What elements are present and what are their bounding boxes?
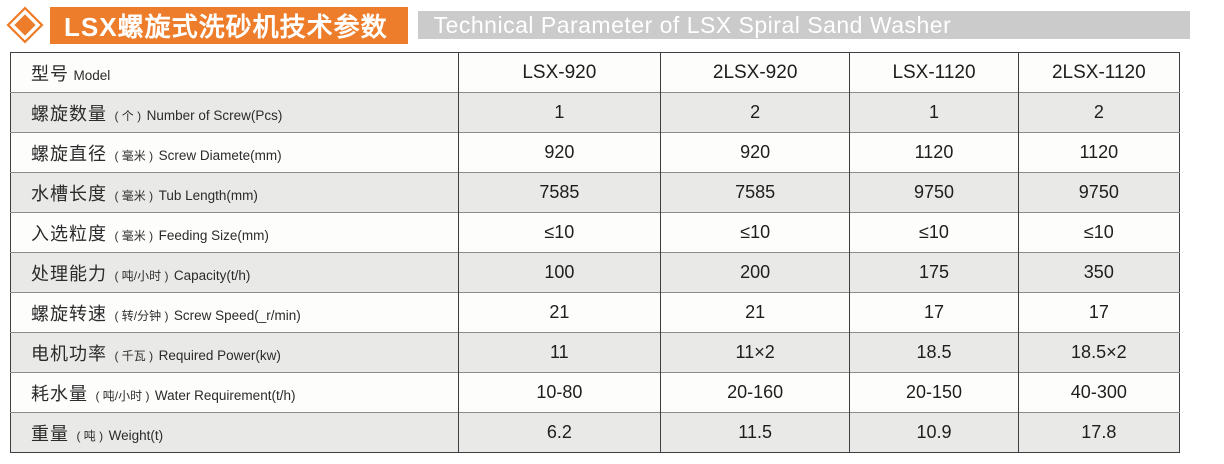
section-header: LSX螺旋式洗砂机技术参数 Technical Parameter of LSX… — [0, 0, 1224, 50]
spec-label-unit: ( 千瓦 ) — [114, 348, 154, 363]
spec-label-chinese: 水槽长度 — [31, 183, 107, 204]
spec-value: 11 — [457, 332, 661, 373]
spec-value: 10-80 — [457, 372, 661, 413]
section-title-english: Technical Parameter of LSX Spiral Sand W… — [417, 11, 1190, 39]
spec-value: 11.5 — [659, 412, 850, 453]
spec-value: 20-160 — [659, 372, 850, 413]
spec-row-label: 处理能力 ( 吨/小时 ) Capacity(t/h) — [10, 252, 459, 293]
spec-value: 7585 — [659, 172, 850, 213]
spec-label-english: Weight(t) — [108, 427, 164, 443]
spec-row-label: 入选粒度 ( 毫米 ) Feeding Size(mm) — [10, 212, 459, 253]
spec-label-unit: ( 吨/小时 ) — [114, 268, 169, 283]
spec-label-unit: ( 吨 ) — [76, 428, 104, 443]
spec-value: 17 — [1017, 292, 1180, 333]
spec-value: 10.9 — [849, 412, 1019, 453]
spec-value: 1 — [849, 92, 1019, 133]
spec-value: 40-300 — [1017, 372, 1180, 413]
spec-label-unit: ( 毫米 ) — [114, 188, 154, 203]
spec-label-unit: ( 吨/小时 ) — [95, 388, 150, 403]
model-header-row: 型号 Model LSX-920 2LSX-920 LSX-1120 2LSX-… — [11, 52, 1180, 93]
spec-label-unit: ( 毫米 ) — [114, 228, 154, 243]
column-header-model: LSX-1120 — [849, 52, 1019, 93]
spec-value: ≤10 — [457, 212, 661, 253]
spec-label-english: Number of Screw(Pcs) — [146, 107, 283, 123]
spec-value: 350 — [1017, 252, 1180, 293]
spec-value: ≤10 — [849, 212, 1019, 253]
spec-value: 2 — [1017, 92, 1180, 133]
spec-label-unit: ( 毫米 ) — [114, 148, 154, 163]
spec-value: 9750 — [849, 172, 1019, 213]
spec-row: 耗水量 ( 吨/小时 ) Water Requirement(t/h) 10-8… — [10, 372, 1180, 413]
spec-value: 920 — [457, 132, 661, 173]
spec-row-label: 电机功率 ( 千瓦 ) Required Power(kw) — [10, 332, 459, 373]
spec-label-unit: ( 个 ) — [114, 108, 142, 123]
spec-table-header: 型号 Model LSX-920 2LSX-920 LSX-1120 2LSX-… — [11, 52, 1180, 93]
spec-row-label: 耗水量 ( 吨/小时 ) Water Requirement(t/h) — [10, 372, 459, 413]
spec-row-label: 水槽长度 ( 毫米 ) Tub Length(mm) — [10, 172, 459, 213]
spec-value: 2 — [659, 92, 850, 133]
section-title-chinese: LSX螺旋式洗砂机技术参数 — [50, 6, 408, 44]
spec-row: 重量 ( 吨 ) Weight(t) 6.2 11.5 10.9 17.8 — [10, 412, 1180, 453]
spec-row: 处理能力 ( 吨/小时 ) Capacity(t/h) 100 200 175 … — [10, 252, 1180, 293]
spec-table: 型号 Model LSX-920 2LSX-920 LSX-1120 2LSX-… — [10, 52, 1180, 453]
spec-row: 电机功率 ( 千瓦 ) Required Power(kw) 11 11×2 1… — [10, 332, 1180, 373]
spec-table-body: 螺旋数量 ( 个 ) Number of Screw(Pcs) 1 2 1 2 … — [10, 92, 1180, 453]
spec-row-label: 重量 ( 吨 ) Weight(t) — [10, 412, 459, 453]
spec-value: 1120 — [849, 132, 1019, 173]
spec-value: 1 — [457, 92, 661, 133]
spec-value: 1120 — [1017, 132, 1180, 173]
diamond-icon — [6, 6, 44, 44]
spec-label-english: Feeding Size(mm) — [158, 227, 269, 243]
spec-label-english: Capacity(t/h) — [173, 267, 251, 283]
spec-value: 18.5×2 — [1017, 332, 1180, 373]
spec-label-chinese: 电机功率 — [31, 343, 107, 364]
model-label-english: Model — [73, 67, 111, 83]
spec-row-label: 螺旋直径 ( 毫米 ) Screw Diamete(mm) — [10, 132, 459, 173]
spec-value: ≤10 — [659, 212, 850, 253]
spec-value: 21 — [659, 292, 850, 333]
spec-value: 18.5 — [849, 332, 1019, 373]
spec-value: 20-150 — [849, 372, 1019, 413]
spec-label-english: Tub Length(mm) — [158, 187, 258, 203]
spec-value: 7585 — [457, 172, 661, 213]
spec-label-unit: ( 转/分钟 ) — [114, 308, 169, 323]
spec-value: 920 — [659, 132, 850, 173]
spec-label-english: Required Power(kw) — [158, 347, 281, 363]
spec-label-english: Screw Speed(_r/min) — [173, 307, 301, 323]
spec-label-chinese: 螺旋转速 — [31, 303, 107, 324]
spec-label-chinese: 耗水量 — [31, 383, 88, 404]
spec-value: 17 — [849, 292, 1019, 333]
spec-label-english: Screw Diamete(mm) — [158, 147, 282, 163]
spec-value: ≤10 — [1017, 212, 1180, 253]
spec-row: 入选粒度 ( 毫米 ) Feeding Size(mm) ≤10 ≤10 ≤10… — [10, 212, 1180, 253]
spec-value: 100 — [457, 252, 661, 293]
spec-value: 6.2 — [457, 412, 661, 453]
column-header-model: 2LSX-1120 — [1017, 52, 1180, 93]
spec-label-english: Water Requirement(t/h) — [154, 387, 296, 403]
spec-row: 水槽长度 ( 毫米 ) Tub Length(mm) 7585 7585 975… — [10, 172, 1180, 213]
spec-value: 21 — [457, 292, 661, 333]
spec-label-chinese: 螺旋直径 — [31, 143, 107, 164]
spec-value: 17.8 — [1017, 412, 1180, 453]
column-header-model: LSX-920 — [457, 52, 661, 93]
spec-label-chinese: 重量 — [31, 423, 69, 444]
spec-row: 螺旋直径 ( 毫米 ) Screw Diamete(mm) 920 920 11… — [10, 132, 1180, 173]
spec-row-label: 螺旋转速 ( 转/分钟 ) Screw Speed(_r/min) — [10, 292, 459, 333]
spec-value: 11×2 — [659, 332, 850, 373]
spec-label-chinese: 入选粒度 — [31, 223, 107, 244]
spec-label-chinese: 螺旋数量 — [31, 103, 107, 124]
model-label-chinese: 型号 — [31, 63, 69, 84]
spec-row: 螺旋数量 ( 个 ) Number of Screw(Pcs) 1 2 1 2 — [10, 92, 1180, 133]
model-header-label: 型号 Model — [11, 53, 459, 93]
spec-label-chinese: 处理能力 — [31, 263, 107, 284]
spec-row-label: 螺旋数量 ( 个 ) Number of Screw(Pcs) — [10, 92, 459, 133]
column-header-model: 2LSX-920 — [659, 52, 850, 93]
spec-row: 螺旋转速 ( 转/分钟 ) Screw Speed(_r/min) 21 21 … — [10, 292, 1180, 333]
spec-value: 175 — [849, 252, 1019, 293]
spec-value: 200 — [659, 252, 850, 293]
spec-value: 9750 — [1017, 172, 1180, 213]
